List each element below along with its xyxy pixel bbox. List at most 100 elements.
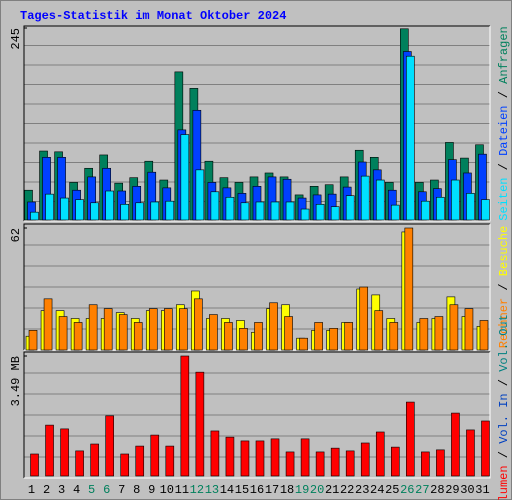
x-tick-label: 21 xyxy=(325,483,339,497)
legend-separator: / xyxy=(497,444,511,466)
bar xyxy=(75,450,84,477)
bar xyxy=(60,197,69,221)
bar xyxy=(330,447,340,477)
bar xyxy=(360,442,370,477)
x-tick-label: 14 xyxy=(220,483,234,497)
bar xyxy=(30,211,39,221)
bar xyxy=(284,316,293,351)
panel-edge-dark xyxy=(23,25,490,221)
bar xyxy=(225,196,235,221)
bar xyxy=(390,204,400,221)
panel-edge-dark xyxy=(23,223,490,350)
bar xyxy=(148,308,158,351)
x-tick-label: 8 xyxy=(133,483,140,497)
x-tick-label: 22 xyxy=(340,483,354,497)
bar xyxy=(195,169,205,221)
x-tick-label: 15 xyxy=(235,483,249,497)
x-tick-label: 4 xyxy=(73,483,80,497)
bar xyxy=(451,179,460,221)
bar xyxy=(389,322,399,351)
bar xyxy=(464,308,474,351)
bar xyxy=(466,429,475,477)
chart-title: Tages-Statistik im Monat Oktober 2024 xyxy=(20,9,286,23)
bar xyxy=(60,428,69,477)
bar xyxy=(374,310,384,351)
bar xyxy=(88,304,98,351)
x-tick-label: 16 xyxy=(250,483,264,497)
x-tick-label: 2 xyxy=(43,483,50,497)
bar xyxy=(150,434,160,477)
bar xyxy=(359,286,369,351)
x-tick-label: 9 xyxy=(148,483,155,497)
x-tick-label: 30 xyxy=(460,483,474,497)
x-tick-label: 5 xyxy=(88,483,95,497)
panel-edge-light xyxy=(24,352,491,479)
bar xyxy=(300,438,310,477)
bar xyxy=(195,371,205,477)
x-tick-label: 7 xyxy=(118,483,125,497)
bar xyxy=(45,424,54,477)
x-tick-label: 6 xyxy=(103,483,110,497)
bar xyxy=(345,195,355,221)
legend: Seiten / Dateien / Anfragen xyxy=(497,26,511,220)
bar xyxy=(421,451,430,477)
bar xyxy=(421,200,430,221)
bar xyxy=(105,190,114,221)
bar xyxy=(165,445,175,477)
x-tick-label: 20 xyxy=(310,483,324,497)
legend-entry: Rechner xyxy=(497,298,511,348)
bar xyxy=(210,430,220,477)
x-tick-label: 27 xyxy=(415,483,429,497)
legend-entry: Dateien xyxy=(497,105,511,155)
bar xyxy=(135,202,145,221)
bar xyxy=(118,314,128,351)
x-tick-label: 28 xyxy=(430,483,444,497)
y-tick-label: 3.49 MB xyxy=(9,356,23,406)
x-tick-label: 11 xyxy=(175,483,189,497)
bar xyxy=(419,318,429,351)
bar xyxy=(58,316,68,351)
bar xyxy=(240,440,250,477)
bar xyxy=(30,453,39,477)
legend-entry: Vol. In xyxy=(497,393,511,443)
legend: Rechner / Besuche xyxy=(497,226,511,348)
bar xyxy=(315,204,325,221)
bar xyxy=(45,193,54,221)
x-tick-label: 29 xyxy=(445,483,459,497)
bar xyxy=(133,322,143,351)
bar xyxy=(315,451,325,477)
x-tick-label: 19 xyxy=(295,483,309,497)
legend-entry: Vol. Out xyxy=(497,314,511,372)
legend-separator: / xyxy=(497,372,511,394)
x-tick-label: 23 xyxy=(355,483,369,497)
bar xyxy=(120,204,130,221)
legend-entry: Anfragen xyxy=(497,26,511,84)
bar xyxy=(299,337,308,351)
bar xyxy=(451,412,460,477)
bar xyxy=(406,401,415,477)
bar xyxy=(345,450,355,477)
legend-separator: / xyxy=(497,276,511,298)
bar xyxy=(449,304,459,351)
legend: Volumen / Vol. In / Vol. Out xyxy=(497,314,511,500)
bar xyxy=(73,322,83,351)
bar xyxy=(404,227,414,351)
bar xyxy=(150,201,160,221)
x-tick-label: 10 xyxy=(160,483,174,497)
bar xyxy=(90,443,99,477)
bar xyxy=(210,191,220,221)
x-tick-label: 18 xyxy=(280,483,294,497)
bar xyxy=(285,451,295,477)
bar xyxy=(254,322,263,351)
bar xyxy=(255,201,265,221)
bar xyxy=(436,449,445,477)
bar xyxy=(360,175,370,221)
bar xyxy=(314,322,323,351)
bar xyxy=(300,208,310,221)
bar xyxy=(90,202,99,221)
bar xyxy=(255,440,265,477)
bar xyxy=(240,202,250,221)
x-tick-label: 26 xyxy=(400,483,414,497)
bar xyxy=(225,436,235,477)
